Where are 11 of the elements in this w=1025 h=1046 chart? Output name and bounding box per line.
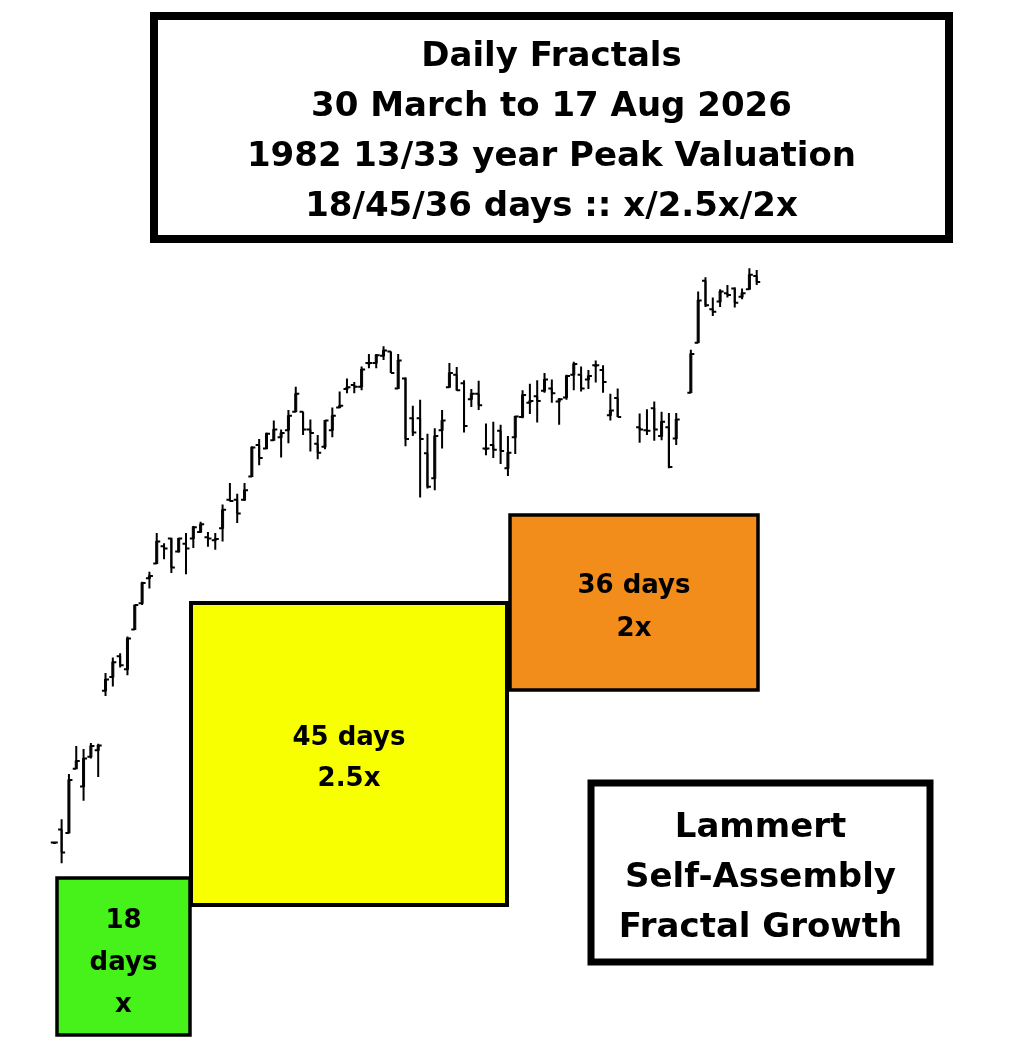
chart-subtitle: 30 March to 17 Aug 2026 1982 13/33 year Peak Valuation 18/45/36 days :: x/2.5x/2x	[246, 84, 857, 224]
candlestick	[133, 604, 137, 631]
annotation: Lammert Self-Assembly Fractal Growth	[618, 805, 903, 945]
candlestick	[250, 445, 254, 478]
chart-title: Daily Fractals	[421, 34, 682, 74]
candlestick	[264, 431, 268, 451]
annotation: 45 days 2.5x	[292, 721, 406, 792]
candlestick	[177, 536, 181, 554]
annotation: 36 days 2x	[577, 569, 691, 642]
text: 18 days x	[89, 904, 158, 1018]
candlestick	[389, 350, 392, 375]
